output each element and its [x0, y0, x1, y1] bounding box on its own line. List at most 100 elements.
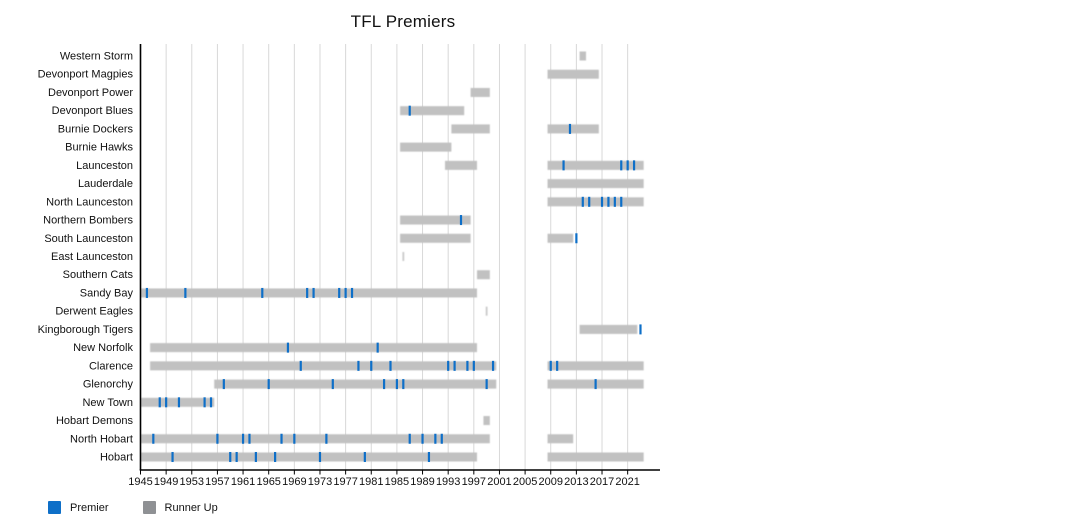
premier-tick: [421, 433, 424, 444]
team-label: Devonport Power: [48, 87, 133, 99]
runner-up-thin-mark: [402, 251, 405, 261]
premier-tick: [229, 451, 232, 462]
axis-tick-label: 1957: [205, 476, 229, 488]
runner-up-band: [141, 288, 478, 298]
premier-tick: [267, 379, 270, 390]
premier-tick: [434, 433, 437, 444]
premier-tick: [280, 433, 283, 444]
premier-tick: [216, 433, 219, 444]
team-label: North Launceston: [46, 196, 133, 208]
runner-up-band: [451, 124, 490, 134]
team-label: Southern Cats: [63, 269, 134, 281]
team-label: Devonport Blues: [52, 105, 134, 117]
premier-tick: [588, 196, 591, 207]
runner-up-band: [547, 69, 599, 79]
premier-tick: [203, 397, 206, 408]
premier-tick: [408, 433, 411, 444]
runner-up-band: [400, 106, 465, 116]
premier-tick: [556, 360, 559, 371]
premier-tick: [632, 160, 636, 171]
axis-tick-label: 1993: [436, 476, 460, 488]
premier-tick: [607, 196, 610, 207]
premier-tick: [184, 287, 187, 298]
premier-tick: [350, 287, 354, 298]
premier-tick: [389, 360, 392, 371]
runner-up-band: [547, 197, 644, 207]
premier-tick: [395, 379, 398, 390]
team-label: Lauderdale: [78, 178, 133, 190]
premier-ticks-layer: [145, 105, 642, 462]
premier-tick: [382, 379, 386, 390]
premier-tick: [209, 397, 213, 408]
axis-tick-label: 2021: [615, 476, 639, 488]
axis-tick-label: 1949: [154, 476, 178, 488]
premier-tick: [600, 196, 604, 207]
premier-tick: [447, 360, 450, 371]
premier-swatch: [48, 501, 61, 514]
premier-tick: [453, 360, 456, 371]
team-label: Hobart: [100, 451, 133, 463]
team-label: Burnie Dockers: [58, 123, 134, 135]
premier-tick: [331, 379, 334, 390]
runner-up-band: [547, 179, 644, 189]
premier-tick: [408, 105, 411, 116]
legend-premier-label: Premier: [70, 501, 109, 514]
axis-tick-label: 2009: [538, 476, 562, 488]
premier-tick: [466, 360, 469, 371]
premier-tick: [562, 160, 565, 171]
premier-tick: [363, 451, 366, 462]
premier-tick: [620, 196, 623, 207]
premier-tick: [581, 196, 584, 207]
team-label: Derwent Eagles: [55, 306, 133, 318]
axis-tick-label: 2017: [590, 476, 614, 488]
axis-tick-label: 1965: [256, 476, 280, 488]
axis-tick-label: 1981: [359, 476, 383, 488]
team-label: Sandy Bay: [80, 287, 134, 299]
axis-tick-label: 1977: [333, 476, 357, 488]
premier-tick: [575, 233, 578, 244]
runner-up-band: [141, 452, 478, 462]
premier-tick: [286, 342, 290, 353]
premier-tick: [325, 433, 328, 444]
premier-tick: [158, 397, 161, 408]
team-label: Northern Bombers: [43, 215, 133, 227]
team-label: East Launceston: [51, 251, 133, 263]
runner-up-band: [547, 124, 599, 134]
runner-up-band: [547, 361, 644, 371]
legend-item-runner-up: Runner Up: [142, 501, 218, 514]
runner-up-swatch: [142, 501, 156, 514]
runner-up-thin-mark: [485, 306, 488, 316]
premier-tick: [299, 360, 302, 371]
runner-up-band: [547, 452, 644, 462]
axis-tick-label: 1953: [180, 476, 204, 488]
runner-up-band: [547, 233, 574, 243]
axis-tick-label: 1961: [231, 476, 255, 488]
runner-up-band: [150, 343, 478, 353]
premier-tick: [248, 433, 251, 444]
premier-tick: [274, 451, 277, 462]
runner-up-band: [400, 142, 452, 152]
team-label: New Norfolk: [73, 342, 133, 354]
team-label: Western Storm: [60, 51, 133, 63]
axis-tick-label: 2005: [513, 476, 537, 488]
premier-tick: [620, 160, 623, 171]
runner-up-band: [579, 324, 638, 334]
axis-tick-label: 1997: [462, 476, 486, 488]
team-label: Launceston: [76, 160, 133, 172]
runner-up-band: [444, 160, 478, 170]
premier-tick: [626, 160, 629, 171]
team-label: South Launceston: [44, 233, 133, 245]
premier-tick: [338, 287, 341, 298]
premier-tick: [344, 287, 347, 298]
runner-up-band: [150, 361, 497, 371]
premier-tick: [370, 360, 373, 371]
premier-tick: [177, 397, 181, 408]
runner-up-band: [477, 270, 490, 280]
premier-tick: [171, 451, 174, 462]
premier-tick: [165, 397, 168, 408]
team-label: New Town: [82, 397, 133, 409]
team-label: Glenorchy: [83, 379, 134, 391]
premier-tick: [594, 379, 597, 390]
premier-tick: [427, 451, 431, 462]
